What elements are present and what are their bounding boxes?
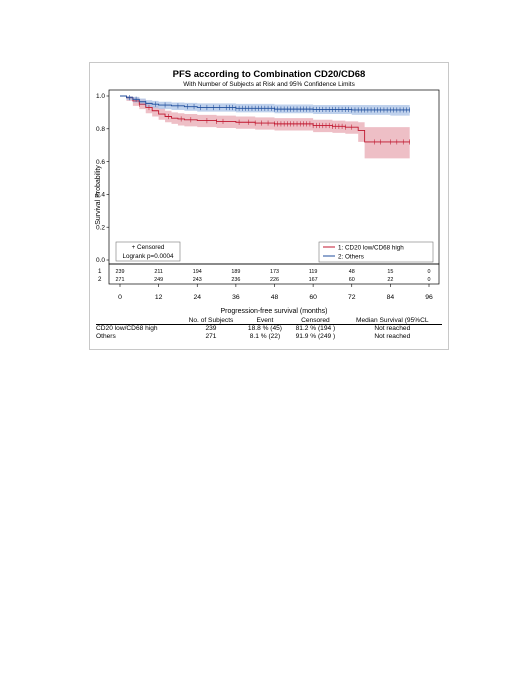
confidence-band-series-1: [120, 96, 410, 159]
chart-title: PFS according to Combination CD20/CD68: [173, 69, 366, 80]
x-tick-label: 36: [232, 294, 240, 301]
y-tick-label: 0.8: [96, 126, 105, 133]
km-plot-svg: PFS according to Combination CD20/CD68 W…: [95, 69, 440, 315]
at-risk-count: 243: [193, 277, 202, 283]
table-cell: 91.9 % (249 ): [295, 332, 336, 340]
table-cell: 18.8 % (45): [247, 325, 282, 333]
table-header-cell: Median Survival (95%CL: [342, 317, 442, 326]
legend-left: + Censored Logrank p=0.0004: [115, 241, 181, 262]
table-cell: 81.2 % (194 ): [295, 325, 336, 333]
x-tick-label: 60: [309, 294, 317, 301]
at-risk-count: 173: [270, 269, 279, 275]
x-tick-label: 24: [193, 294, 201, 301]
y-axis-label: Survival Probability: [95, 165, 102, 225]
at-risk-count: 0: [428, 277, 431, 283]
table-header-cell: [96, 317, 181, 326]
x-tick-label: 84: [387, 294, 395, 301]
y-tick-label: 0.4: [96, 192, 105, 199]
x-tick-label: 0: [118, 294, 122, 301]
table-cell: 8.1 % (22): [249, 332, 281, 340]
chart-subtitle: With Number of Subjects at Risk and 95% …: [183, 81, 355, 88]
table-cell: Not reached: [374, 332, 411, 340]
at-risk-count: 48: [349, 269, 355, 275]
x-tick-label: 96: [425, 294, 433, 301]
at-risk-group-label: 1: [98, 268, 102, 275]
legend-right: 1: CD20 low/CD68 high 2: Others: [318, 241, 434, 263]
at-risk-table: 1 239 211 194 189 173 119 48 15 02 271 249 243 236 226…: [98, 268, 431, 283]
x-axis-label: Progression-free survival (months): [221, 308, 328, 315]
at-risk-count: 167: [309, 277, 318, 283]
censor-marks: [129, 95, 410, 145]
table-cell: Not reached: [374, 325, 411, 333]
at-risk-count: 22: [387, 277, 393, 283]
at-risk-count: 60: [349, 277, 355, 283]
km-figure: PFS according to Combination CD20/CD68 W…: [89, 62, 449, 350]
at-risk-frame: [108, 263, 440, 285]
censored-legend-label: + Censored: [132, 244, 165, 251]
legend-label-series-1: 1: CD20 low/CD68 high: [338, 245, 404, 252]
logrank-label: Logrank p=0.0004: [123, 253, 174, 260]
at-risk-count: 194: [193, 269, 202, 275]
at-risk-count: 189: [231, 269, 240, 275]
x-tick-label: 72: [348, 294, 356, 301]
at-risk-count: 239: [116, 269, 125, 275]
table-cell: 271: [205, 332, 217, 340]
table-row: Others 271 8.1 % (22) 91.9 % (249 ) Not …: [96, 333, 442, 340]
legend-label-series-2: 2: Others: [338, 254, 364, 261]
table-cell-group: Others: [96, 332, 116, 340]
table-cell: 239: [205, 325, 217, 333]
at-risk-count: 249: [154, 277, 163, 283]
at-risk-count: 226: [270, 277, 279, 283]
x-axis: 0 12 24 36 48 60 72 84 96: [118, 284, 433, 301]
y-axis: 0.0 0.2 0.4 0.6 0.8 1.0: [96, 93, 109, 264]
at-risk-count: 119: [309, 269, 318, 275]
x-tick-label: 12: [155, 294, 163, 301]
y-tick-label: 0.0: [96, 257, 105, 264]
y-tick-label: 0.6: [96, 159, 105, 166]
table-cell-group: CD20 low/CD68 high: [96, 325, 158, 333]
table-header-row: No. of Subjects Event Censored Median Su…: [96, 317, 442, 326]
table-header-cell: No. of Subjects: [180, 317, 242, 326]
table-header-cell: Censored: [288, 317, 343, 326]
y-tick-label: 0.2: [96, 224, 105, 231]
table-header-cell: Event: [241, 317, 289, 326]
y-tick-label: 1.0: [96, 93, 105, 100]
at-risk-count: 271: [116, 277, 125, 283]
survival-summary-table: No. of Subjects Event Censored Median Su…: [96, 317, 442, 340]
x-tick-label: 48: [271, 294, 279, 301]
at-risk-count: 0: [428, 269, 431, 275]
at-risk-count: 211: [154, 269, 163, 275]
at-risk-count: 236: [231, 277, 240, 283]
table-row: CD20 low/CD68 high 239 18.8 % (45) 81.2 …: [96, 325, 442, 333]
at-risk-count: 15: [387, 269, 393, 275]
at-risk-group-label: 2: [98, 276, 102, 283]
